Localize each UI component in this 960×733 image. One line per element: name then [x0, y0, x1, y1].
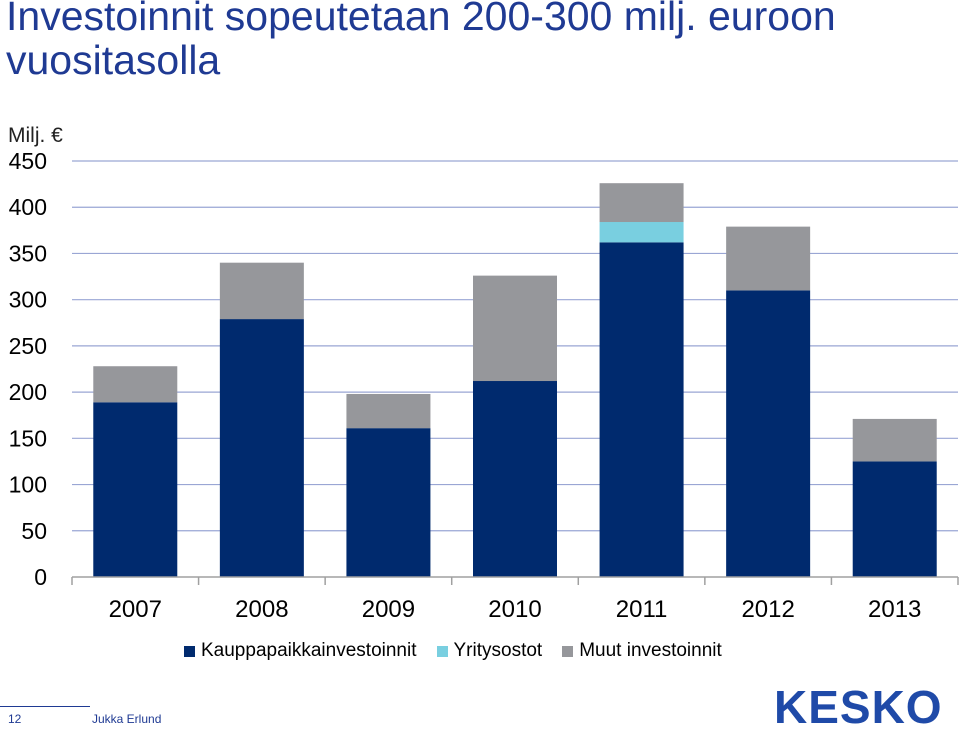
bar-segment [346, 393, 431, 429]
bar-segment [219, 262, 304, 320]
legend-swatch [436, 645, 448, 657]
y-tick-label: 0 [34, 564, 47, 590]
bar-segment [473, 275, 557, 382]
x-axis [71, 576, 959, 585]
y-tick-label: 200 [9, 379, 47, 405]
legend-item-muut-investoinnit: Muut investoinnit [562, 640, 722, 662]
bar-segment [473, 381, 557, 577]
bar-segment [852, 461, 937, 577]
y-tick-label: 50 [21, 518, 47, 544]
bars [93, 183, 937, 577]
bar-segment [852, 418, 937, 462]
x-tick-labels: 2007 2008 2009 2010 2011 2012 2013 [109, 596, 922, 623]
page-title: Investoinnit sopeutetaan 200-300 milj. e… [6, 0, 836, 83]
y-tick-label: 100 [9, 472, 47, 498]
bar-segment [599, 222, 684, 243]
bar-segment [599, 183, 684, 223]
bar-segment [726, 290, 811, 577]
x-tick-label: 2007 [109, 596, 162, 623]
x-tick-label: 2011 [616, 596, 668, 623]
x-tick-label: 2009 [362, 596, 415, 623]
legend-swatch [184, 645, 195, 657]
stacked-bar-chart: 0 50 100 150 200 250 300 350 400 450 2007 2008 2009… [9, 148, 959, 623]
author-name: Jukka Erlund [92, 712, 162, 726]
y-axis-unit-label: Milj. € [8, 124, 63, 147]
legend-label: Yritysostot [453, 640, 543, 661]
y-tick-label: 350 [9, 240, 47, 266]
x-tick-label: 2008 [235, 596, 288, 623]
x-tick-label: 2012 [741, 596, 794, 623]
legend: Kauppapaikkainvestoinnit Yritysostot Muu… [184, 640, 742, 662]
y-tick-label: 250 [9, 333, 47, 359]
x-tick-label: 2010 [488, 596, 541, 623]
y-tick-label: 300 [9, 287, 47, 313]
bar-segment [219, 319, 304, 577]
footer-divider [0, 706, 90, 707]
y-tick-labels: 0 50 100 150 200 250 300 350 400 450 [9, 148, 47, 590]
y-tick-label: 450 [9, 148, 47, 174]
page-number: 12 [8, 712, 22, 726]
legend-label: Kauppapaikkainvestoinnit [201, 640, 417, 661]
bar-segment [599, 242, 684, 577]
legend-item-kauppapaikkainvestoinnit: Kauppapaikkainvestoinnit [184, 640, 417, 662]
legend-item-yritysostot: Yritysostot [436, 640, 543, 662]
bar-segment [346, 428, 431, 577]
y-tick-label: 400 [9, 194, 47, 220]
y-tick-label: 150 [9, 425, 47, 451]
kesko-logo: KESKO [774, 681, 943, 733]
x-tick-label: 2013 [868, 596, 921, 623]
legend-swatch [562, 645, 574, 657]
bar-segment [93, 402, 178, 577]
legend-label: Muut investoinnit [579, 640, 722, 661]
bar-segment [726, 226, 811, 291]
bar-segment [93, 366, 178, 403]
